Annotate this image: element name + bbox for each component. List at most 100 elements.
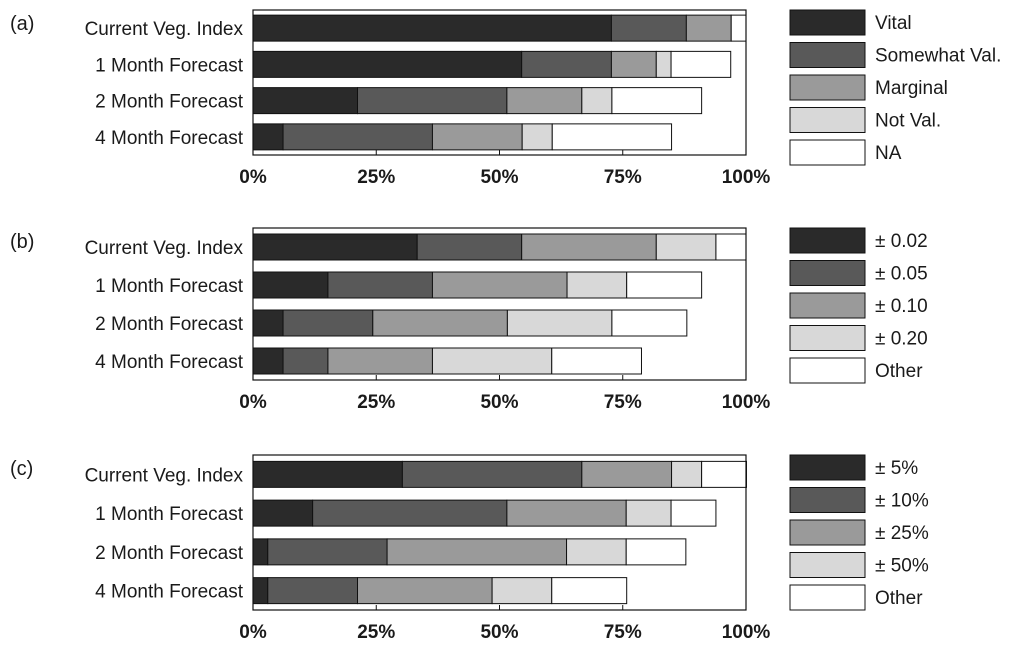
legend-swatch [789,584,866,611]
legend-label: ± 0.05 [875,264,928,285]
bar-segment [282,347,329,375]
legend-label: ± 0.20 [875,329,928,350]
bar-segment [252,271,329,299]
legend-swatch [789,357,866,384]
legend-label: ± 5% [875,458,918,479]
category-label: 1 Month Forecast [95,55,244,76]
bar-segment [327,347,433,375]
x-tick-label: 100% [722,167,771,188]
legend-swatch [789,260,866,286]
bar-segment [655,50,672,78]
category-label: 2 Month Forecast [95,92,244,113]
x-tick-label: 25% [357,622,395,643]
legend-label: ± 0.02 [875,231,928,252]
bar-segment [327,271,433,299]
bar-segment [610,14,687,42]
x-tick-label: 25% [357,392,395,413]
bar-segment [431,123,523,151]
category-label: Current Veg. Index [85,238,244,259]
x-tick-label: 0% [239,392,267,413]
bar-segment [625,499,672,527]
bar-segment [282,309,374,337]
bar-segment [670,499,717,527]
category-label: 4 Month Forecast [95,582,244,603]
x-tick-label: 50% [480,392,518,413]
bar-segment [252,50,523,78]
bar-segment [252,577,269,605]
bar-segment [372,309,508,337]
bar-segment [357,577,493,605]
legend-label: Vital [875,13,912,34]
bar-segment [521,233,657,261]
legend-swatch [789,487,866,513]
bar-segment [625,538,687,566]
category-label: 2 Month Forecast [95,314,244,335]
bar-segment [671,460,703,488]
bar-segment [252,87,359,115]
legend-swatch [789,227,866,254]
category-label: 2 Month Forecast [95,543,244,564]
legend-label: ± 25% [875,523,929,544]
bar-segment [252,538,269,566]
legend-label: ± 0.10 [875,296,928,317]
bar-segment [611,309,688,337]
bar-segment [566,538,627,566]
legend-label: Somewhat Val. [875,46,1001,67]
bar-segment [416,233,523,261]
bar-segment [252,460,403,488]
bar-segment [521,123,553,151]
legend-label: ± 50% [875,556,929,577]
legend-swatch [789,292,866,319]
legend-swatch [789,454,866,481]
legend-label: Marginal [875,78,948,99]
legend-label: ± 10% [875,491,929,512]
bar-segment [386,538,568,566]
bar-segment [610,50,657,78]
legend-label: Other [875,588,923,609]
category-label: Current Veg. Index [85,465,244,486]
bar-segment [581,87,613,115]
category-label: 4 Month Forecast [95,352,244,373]
bar-segment [506,309,613,337]
bar-segment [357,87,508,115]
bar-segment [252,123,284,151]
bar-segment [431,271,568,299]
bar-segment [252,14,612,42]
bar-segment [252,309,284,337]
bar-segment [715,233,747,261]
category-label: 1 Month Forecast [95,276,244,297]
x-tick-label: 0% [239,622,267,643]
legend-swatch [789,107,866,133]
bar-segment [670,50,732,78]
bar-segment [581,460,673,488]
legend-label: Not Val. [875,111,941,132]
x-tick-label: 75% [604,622,642,643]
bar-segment [506,87,583,115]
category-label: 1 Month Forecast [95,504,244,525]
bar-segment [730,14,747,42]
bar-segment [252,347,284,375]
legend-label: Other [875,361,923,382]
bar-segment [551,347,642,375]
bar-segment [252,499,314,527]
x-tick-label: 75% [604,167,642,188]
bar-segment [312,499,508,527]
legend-swatch [789,9,866,36]
legend-swatch [789,139,866,166]
legend-swatch [789,519,866,546]
bar-segment [267,577,359,605]
bar-segment [655,233,717,261]
bar-segment [626,271,703,299]
legend-label: NA [875,143,902,164]
bar-segment [685,14,732,42]
bar-segment [551,123,673,151]
bar-segment [566,271,628,299]
legend-swatch [789,552,866,578]
bar-segment [551,577,628,605]
x-tick-label: 100% [722,622,771,643]
x-tick-label: 25% [357,167,395,188]
legend-swatch [789,42,866,68]
panel-label: (b) [10,231,34,253]
bar-segment [491,577,553,605]
